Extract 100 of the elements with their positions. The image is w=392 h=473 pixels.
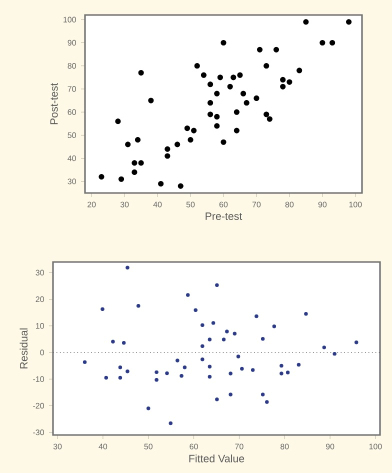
point bbox=[240, 90, 246, 96]
point bbox=[200, 323, 204, 327]
x-tick-label: 100 bbox=[349, 202, 362, 208]
y-tick-label: 30 bbox=[36, 270, 44, 276]
point bbox=[220, 40, 226, 46]
point bbox=[136, 304, 140, 308]
point bbox=[254, 95, 260, 102]
point bbox=[215, 397, 219, 402]
x-tick-label: 40 bbox=[98, 444, 108, 450]
point bbox=[214, 123, 220, 129]
x-tick-label: 60 bbox=[219, 202, 228, 208]
y-tick-label: -30 bbox=[33, 430, 44, 436]
point bbox=[273, 46, 280, 52]
point bbox=[280, 364, 284, 368]
point bbox=[118, 366, 122, 370]
x-tick-label: 50 bbox=[144, 444, 153, 450]
y-tick-label: 40 bbox=[68, 155, 76, 162]
y-tick-label: 10 bbox=[36, 323, 44, 329]
x-axis-title: Fitted Value bbox=[189, 454, 244, 462]
point bbox=[296, 68, 302, 74]
point bbox=[154, 378, 158, 382]
point bbox=[354, 340, 358, 344]
x-tick-label: 30 bbox=[120, 202, 129, 208]
point bbox=[158, 180, 164, 187]
x-tick-label: 50 bbox=[186, 202, 195, 208]
point bbox=[125, 142, 131, 148]
point bbox=[164, 146, 170, 152]
point bbox=[265, 400, 269, 404]
point bbox=[346, 19, 352, 25]
point bbox=[240, 366, 244, 371]
point bbox=[236, 354, 240, 358]
point bbox=[250, 368, 255, 372]
y-tick-label: 0 bbox=[40, 350, 44, 356]
point bbox=[208, 82, 214, 88]
x-tick-label: 70 bbox=[252, 202, 261, 208]
y-tick-label: -10 bbox=[33, 376, 44, 382]
point bbox=[320, 40, 326, 46]
point bbox=[200, 72, 207, 78]
point bbox=[280, 372, 284, 376]
point bbox=[260, 337, 265, 341]
point bbox=[82, 360, 87, 364]
point bbox=[118, 376, 122, 380]
point bbox=[208, 338, 212, 342]
x-tick-label: 80 bbox=[280, 444, 289, 450]
point bbox=[184, 125, 190, 132]
point bbox=[230, 74, 236, 80]
point bbox=[122, 341, 126, 345]
point bbox=[182, 366, 187, 370]
x-tick-label: 60 bbox=[190, 444, 198, 450]
x-tick-label: 70 bbox=[235, 444, 244, 450]
y-axis-title: Residual bbox=[20, 328, 28, 368]
point bbox=[303, 19, 309, 25]
point bbox=[234, 128, 240, 134]
point bbox=[174, 142, 180, 148]
x-axis-title: Pre-test bbox=[206, 212, 242, 220]
point bbox=[215, 283, 219, 288]
point bbox=[138, 160, 144, 166]
point bbox=[194, 63, 200, 69]
point bbox=[211, 321, 216, 325]
y-tick-label: -20 bbox=[33, 402, 44, 409]
point bbox=[98, 174, 104, 180]
x-tick-label: 90 bbox=[326, 444, 334, 450]
point bbox=[232, 332, 237, 336]
point bbox=[286, 79, 292, 85]
point bbox=[296, 362, 301, 367]
point bbox=[260, 392, 265, 396]
point bbox=[208, 100, 214, 106]
point bbox=[115, 118, 121, 124]
point bbox=[256, 46, 263, 52]
point bbox=[264, 63, 270, 69]
point bbox=[208, 112, 214, 118]
point bbox=[134, 137, 141, 143]
point bbox=[200, 358, 204, 362]
x-tick-label: 20 bbox=[88, 202, 96, 208]
point bbox=[104, 376, 108, 380]
y-tick-label: 30 bbox=[68, 178, 76, 184]
point bbox=[228, 372, 232, 376]
x-tick-label: 30 bbox=[53, 444, 62, 450]
point bbox=[322, 346, 326, 350]
point bbox=[194, 308, 198, 312]
point bbox=[332, 352, 336, 356]
point bbox=[111, 340, 115, 344]
point bbox=[220, 139, 226, 145]
x-tick-label: 80 bbox=[285, 202, 294, 208]
point bbox=[217, 74, 224, 80]
point bbox=[222, 338, 226, 342]
point bbox=[168, 421, 173, 426]
point bbox=[272, 324, 276, 328]
point bbox=[330, 40, 336, 46]
point bbox=[138, 70, 144, 76]
point bbox=[227, 84, 233, 90]
point bbox=[154, 370, 158, 374]
point bbox=[280, 84, 286, 90]
point bbox=[118, 176, 124, 182]
point bbox=[148, 98, 154, 104]
point bbox=[176, 358, 180, 362]
point bbox=[266, 116, 272, 122]
point bbox=[132, 160, 138, 166]
point bbox=[165, 371, 169, 376]
point bbox=[304, 312, 308, 316]
